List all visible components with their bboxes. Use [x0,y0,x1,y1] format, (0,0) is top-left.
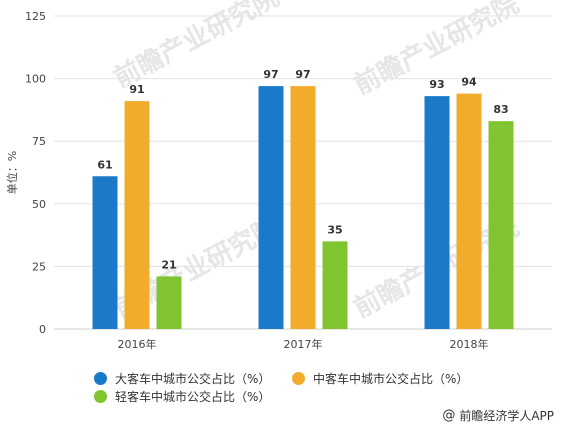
bar [92,176,118,329]
y-tick-label: 100 [25,73,46,86]
data-label: 94 [461,76,477,89]
x-tick-label: 2016年 [118,337,157,351]
y-tick-label: 25 [32,260,46,273]
legend-item-large-bus: 大客车中城市公交占比（%） [94,370,270,387]
x-tick-label: 2018年 [450,337,489,351]
source-credit: @ 前瞻经济学人APP [442,407,554,424]
bar [156,276,182,329]
x-tick-label: 2017年 [284,337,323,351]
data-label: 97 [263,68,278,81]
y-tick-label: 75 [32,135,46,148]
data-label: 35 [327,223,342,236]
legend-label-large-bus: 大客车中城市公交占比（%） [115,372,271,386]
data-label: 21 [161,258,176,271]
at-sign-icon: @ [442,408,456,423]
y-tick-label: 125 [25,10,46,23]
y-tick-label: 0 [39,323,46,336]
data-label: 97 [295,68,310,81]
data-label: 93 [429,78,444,91]
data-label: 91 [129,83,144,96]
legend-swatch-medium-bus [292,372,305,385]
bar [322,241,348,329]
data-label: 61 [97,158,112,171]
bar [290,86,316,329]
bar [124,101,150,329]
bar [488,121,514,329]
legend-swatch-large-bus [94,372,107,385]
y-axis-label: 单位：% [5,151,19,194]
watermark: 前瞻产业研究院 [109,0,284,94]
legend-item-light-bus: 轻客车中城市公交占比（%） [94,388,270,405]
legend-label-light-bus: 轻客车中城市公交占比（%） [115,390,271,404]
legend-label-medium-bus: 中客车中城市公交占比（%） [313,372,469,386]
bar [456,93,482,330]
y-tick-label: 50 [32,198,46,211]
bar [424,96,450,330]
source-credit-text: 前瞻经济学人APP [459,409,554,423]
data-label: 83 [493,103,508,116]
legend-item-medium-bus: 中客车中城市公交占比（%） [292,370,468,387]
legend-swatch-light-bus [94,390,107,403]
bar [258,86,284,329]
